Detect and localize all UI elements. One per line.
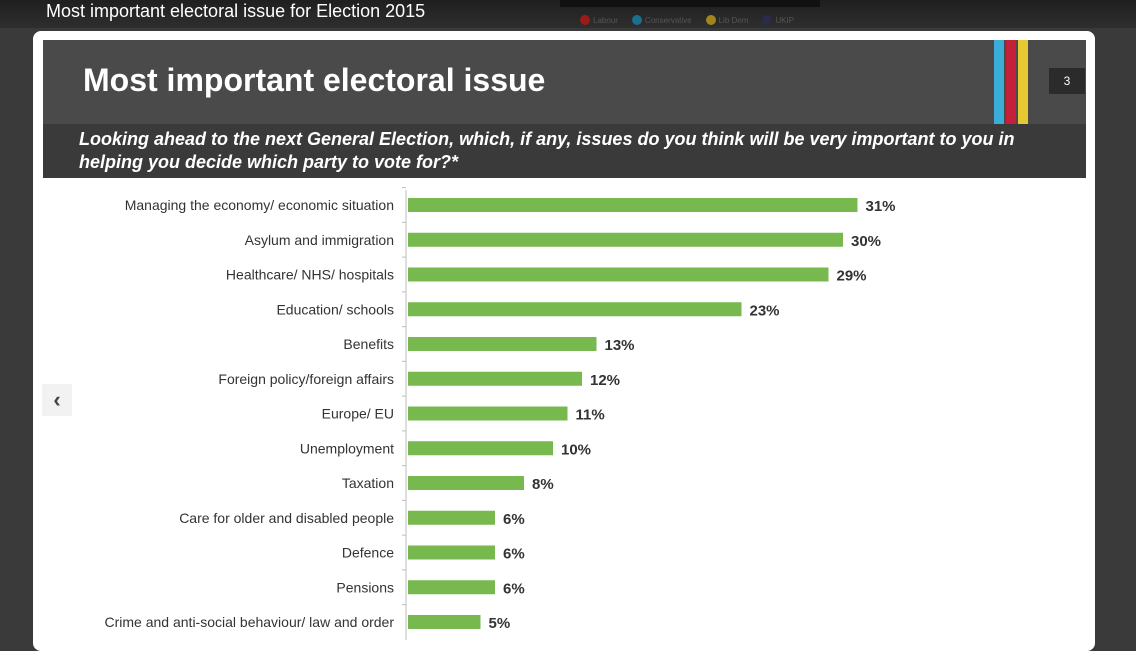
accent-bar [1006, 40, 1016, 124]
category-label: Unemployment [300, 440, 394, 456]
category-label: Foreign policy/foreign affairs [218, 371, 394, 387]
legend-dot [631, 15, 642, 25]
category-label: Defence [342, 545, 394, 561]
legend-item-labour: Labour [580, 15, 618, 25]
legend-label: Lib Dem [718, 15, 749, 25]
legend-strip [560, 0, 820, 7]
chevron-left-icon[interactable]: ‹ [42, 384, 72, 416]
legend-label: Labour [593, 15, 618, 25]
party-legend: Labour Conservative Lib Dem UKIP [580, 15, 794, 25]
screen-title: Most important electoral issue for Elect… [46, 1, 426, 21]
value-label: 11% [576, 407, 605, 424]
legend-item-libdem: Lib Dem [705, 15, 749, 25]
category-label: Healthcare/ NHS/ hospitals [226, 267, 394, 283]
value-label: 8% [532, 476, 554, 493]
legend-dot [762, 15, 773, 25]
legend-dot [580, 15, 590, 25]
value-label: 31% [866, 198, 896, 215]
legend-item-conservative: Conservative [631, 15, 692, 25]
accent-bar [1018, 40, 1028, 124]
bar [408, 337, 597, 351]
legend-label: UKIP [775, 15, 795, 25]
bar [408, 615, 481, 629]
slide-header [43, 40, 1086, 124]
value-label: 30% [851, 233, 881, 250]
category-label: Benefits [343, 336, 394, 352]
value-label: 6% [503, 546, 525, 563]
category-label: Pensions [336, 579, 394, 595]
survey-question: Looking ahead to the next General Electi… [79, 129, 1015, 172]
bar [408, 232, 843, 247]
category-label: Crime and anti-social behaviour/ law and… [105, 614, 395, 630]
value-label: 29% [837, 268, 867, 285]
bar [408, 198, 858, 212]
bar [408, 441, 553, 456]
category-label: Education/ schools [276, 301, 394, 317]
value-label: 6% [503, 511, 525, 528]
value-label: 5% [489, 615, 511, 632]
legend-dot [705, 15, 716, 25]
accent-bars [994, 40, 1028, 124]
value-label: 12% [590, 372, 620, 389]
bar [408, 302, 742, 317]
value-label: 13% [605, 337, 635, 354]
bar [408, 510, 495, 525]
value-label: 23% [750, 302, 780, 319]
page-number: 3 [1049, 68, 1085, 94]
legend-item-ukip: UKIP [762, 15, 794, 25]
legend-label: Conservative [644, 15, 692, 25]
category-label: Asylum and immigration [245, 232, 394, 248]
question-box [43, 124, 1086, 178]
bar [408, 371, 582, 386]
bar [408, 267, 829, 282]
bar [408, 545, 495, 560]
value-label: 6% [503, 580, 525, 597]
category-label: Taxation [342, 475, 394, 491]
bar [408, 476, 524, 490]
accent-bar [994, 40, 1004, 124]
bar [408, 406, 568, 421]
bar [408, 580, 495, 595]
slide-title: Most important electoral issue [83, 62, 546, 98]
category-label: Europe/ EU [322, 406, 394, 422]
category-label: Care for older and disabled people [179, 510, 394, 526]
value-label: 10% [561, 441, 591, 458]
category-label: Managing the economy/ economic situation [125, 197, 394, 213]
